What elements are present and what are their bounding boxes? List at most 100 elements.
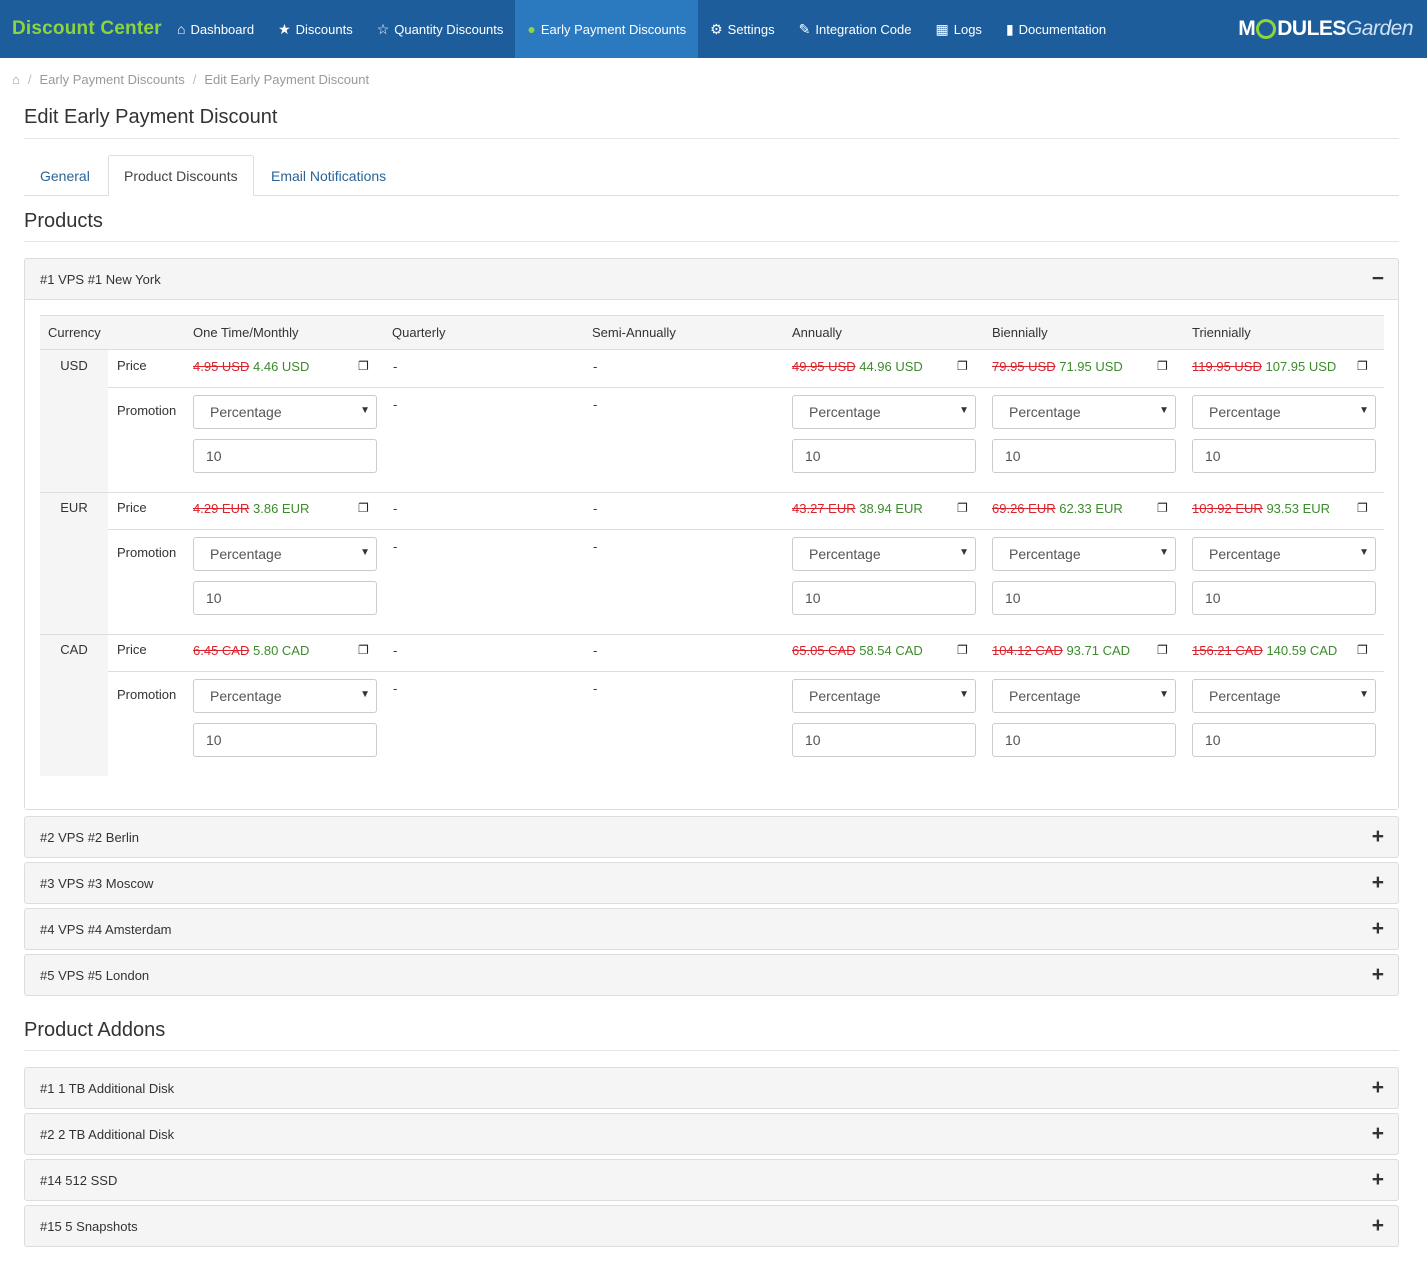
- price-monthly: 4.95 USD 4.46 USD: [193, 359, 309, 374]
- promotion-type-select[interactable]: Percentage ▼: [992, 537, 1176, 571]
- promotion-type-select[interactable]: Percentage ▼: [1192, 395, 1376, 429]
- currency-code: CAD: [60, 642, 88, 657]
- promotion-value-input[interactable]: 10: [1192, 581, 1376, 615]
- copy-icon[interactable]: ❐: [957, 359, 968, 373]
- nav-discounts[interactable]: ★ Discounts: [266, 0, 365, 58]
- product-panel[interactable]: #4 VPS #4 Amsterdam +: [24, 908, 1399, 950]
- chevron-down-icon: ▼: [1159, 689, 1169, 700]
- header-triennially: Triennially: [1192, 325, 1251, 340]
- addon-panel[interactable]: #15 5 Snapshots +: [24, 1205, 1399, 1247]
- nav-label: Logs: [953, 21, 982, 37]
- nav-settings[interactable]: ⚙ Settings: [698, 0, 787, 58]
- nav-documentation[interactable]: ▮ Documentation: [994, 0, 1118, 58]
- copy-icon[interactable]: ❐: [358, 643, 369, 657]
- addon-panel[interactable]: #14 512 SSD +: [24, 1159, 1399, 1201]
- expand-icon[interactable]: +: [1371, 1076, 1384, 1099]
- promotion-type-select[interactable]: Percentage ▼: [992, 679, 1176, 713]
- product-panel[interactable]: #2 VPS #2 Berlin +: [24, 816, 1399, 858]
- chevron-down-icon: ▼: [1159, 547, 1169, 558]
- brand-title[interactable]: Discount Center: [12, 18, 162, 39]
- nav-early-payment-discounts[interactable]: ● Early Payment Discounts: [515, 0, 699, 58]
- expand-icon[interactable]: +: [1371, 871, 1384, 894]
- expand-icon[interactable]: +: [1371, 1168, 1384, 1191]
- copy-icon[interactable]: ❐: [1157, 359, 1168, 373]
- promotion-value-input[interactable]: 10: [792, 581, 976, 615]
- promotion-value-input[interactable]: 10: [193, 439, 377, 473]
- promotion-value-input[interactable]: 10: [992, 581, 1176, 615]
- tab-general[interactable]: General: [40, 167, 90, 184]
- promotion-value-input[interactable]: 10: [792, 723, 976, 757]
- logo-circle-icon: [1256, 19, 1277, 39]
- promotion-type-select[interactable]: Percentage ▼: [992, 395, 1176, 429]
- promotion-type-select[interactable]: Percentage ▼: [193, 679, 377, 713]
- modulesgarden-logo[interactable]: M DULES Garden: [1238, 17, 1413, 40]
- price-monthly: 6.45 CAD 5.80 CAD: [193, 643, 309, 658]
- product-panel[interactable]: #5 VPS #5 London +: [24, 954, 1399, 996]
- expand-icon[interactable]: +: [1371, 963, 1384, 986]
- select-value: Percentage: [809, 688, 881, 704]
- copy-icon[interactable]: ❐: [1357, 501, 1368, 515]
- nav-integration-code[interactable]: ✎ Integration Code: [787, 0, 924, 58]
- currency-column-bg: [40, 634, 108, 776]
- product-panel-header[interactable]: #1 VPS #1 New York −: [25, 259, 1398, 299]
- copy-icon[interactable]: ❐: [1157, 501, 1168, 515]
- expand-icon[interactable]: +: [1371, 917, 1384, 940]
- home-icon[interactable]: ⌂: [12, 72, 20, 87]
- promotion-value-input[interactable]: 10: [992, 723, 1176, 757]
- select-value: Percentage: [210, 688, 282, 704]
- original-price: 69.26 EUR: [992, 501, 1056, 516]
- promotion-type-select[interactable]: Percentage ▼: [792, 679, 976, 713]
- price-quarterly-empty: -: [393, 501, 398, 516]
- copy-icon[interactable]: ❐: [1357, 643, 1368, 657]
- block-divider: [40, 492, 1384, 493]
- promotion-type-select[interactable]: Percentage ▼: [792, 395, 976, 429]
- promotion-type-select[interactable]: Percentage ▼: [1192, 679, 1376, 713]
- block-divider: [40, 634, 1384, 635]
- calendar-icon: ▦: [935, 20, 949, 37]
- addon-panel[interactable]: #2 2 TB Additional Disk +: [24, 1113, 1399, 1155]
- discounted-price: 3.86 EUR: [253, 501, 310, 516]
- promotion-type-select[interactable]: Percentage ▼: [1192, 537, 1376, 571]
- nav-dashboard[interactable]: ⌂ Dashboard: [165, 0, 266, 58]
- expand-icon[interactable]: +: [1371, 1122, 1384, 1145]
- nav-logs[interactable]: ▦ Logs: [924, 0, 994, 58]
- copy-icon[interactable]: ❐: [957, 501, 968, 515]
- promotion-value-input[interactable]: 10: [1192, 723, 1376, 757]
- promotion-value-input[interactable]: 10: [792, 439, 976, 473]
- tab-product-discounts[interactable]: Product Discounts: [108, 155, 254, 196]
- addon-name: #14 512 SSD: [40, 1172, 118, 1188]
- discounted-price: 4.46 USD: [253, 359, 310, 374]
- expand-icon[interactable]: +: [1371, 825, 1384, 848]
- breadcrumb-item[interactable]: Early Payment Discounts: [39, 72, 185, 87]
- nav-label: Documentation: [1018, 21, 1107, 37]
- chevron-down-icon: ▼: [1359, 405, 1369, 416]
- select-value: Percentage: [210, 404, 282, 420]
- copy-icon[interactable]: ❐: [358, 501, 369, 515]
- collapse-icon[interactable]: −: [1371, 267, 1384, 290]
- header-currency: Currency: [48, 325, 101, 340]
- promotion-value-input[interactable]: 10: [193, 723, 377, 757]
- promotion-value-input[interactable]: 10: [1192, 439, 1376, 473]
- gear-icon: ⚙: [710, 20, 723, 37]
- promotion-value-input[interactable]: 10: [992, 439, 1176, 473]
- nav-quantity-discounts[interactable]: ☆ Quantity Discounts: [365, 0, 516, 58]
- copy-icon[interactable]: ❐: [1157, 643, 1168, 657]
- tab-email-notifications[interactable]: Email Notifications: [271, 167, 387, 184]
- promotion-type-select[interactable]: Percentage ▼: [193, 537, 377, 571]
- page-title: Edit Early Payment Discount: [24, 106, 1399, 139]
- promotion-value-input[interactable]: 10: [193, 581, 377, 615]
- promotion-label: Promotion: [117, 545, 177, 560]
- expand-icon[interactable]: +: [1371, 1214, 1384, 1237]
- promotion-type-select[interactable]: Percentage ▼: [792, 537, 976, 571]
- discounted-price: 71.95 USD: [1059, 359, 1123, 374]
- nav-label: Early Payment Discounts: [540, 21, 687, 37]
- copy-icon[interactable]: ❐: [358, 359, 369, 373]
- product-panel[interactable]: #3 VPS #3 Moscow +: [24, 862, 1399, 904]
- addon-panel[interactable]: #1 1 TB Additional Disk +: [24, 1067, 1399, 1109]
- copy-icon[interactable]: ❐: [1357, 359, 1368, 373]
- copy-icon[interactable]: ❐: [957, 643, 968, 657]
- products-heading: Products: [24, 210, 1399, 242]
- promotion-semi-empty: -: [593, 539, 598, 554]
- header-semi-annually: Semi-Annually: [592, 325, 676, 340]
- promotion-type-select[interactable]: Percentage ▼: [193, 395, 377, 429]
